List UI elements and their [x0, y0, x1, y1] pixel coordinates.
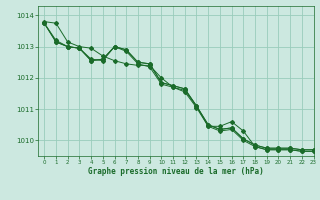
- X-axis label: Graphe pression niveau de la mer (hPa): Graphe pression niveau de la mer (hPa): [88, 167, 264, 176]
